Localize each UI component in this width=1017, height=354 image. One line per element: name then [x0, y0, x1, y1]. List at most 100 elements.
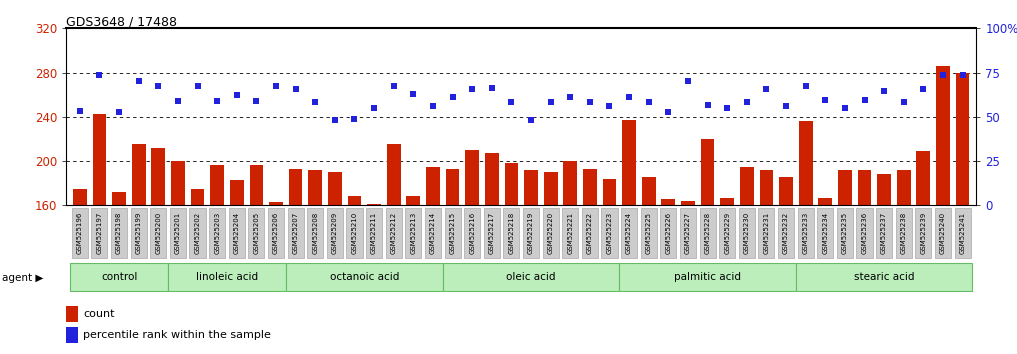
- FancyBboxPatch shape: [151, 207, 167, 258]
- Bar: [445, 169, 460, 205]
- Text: GSM525229: GSM525229: [724, 212, 730, 254]
- Bar: [386, 144, 401, 205]
- FancyBboxPatch shape: [229, 207, 245, 258]
- Point: [72, 108, 88, 114]
- FancyBboxPatch shape: [619, 263, 796, 291]
- Text: GSM525241: GSM525241: [960, 212, 965, 254]
- Text: GSM525226: GSM525226: [665, 212, 671, 254]
- Bar: [407, 196, 420, 205]
- Point: [366, 105, 382, 111]
- Point: [935, 72, 951, 78]
- Point: [151, 83, 167, 89]
- Bar: [897, 170, 910, 205]
- Bar: [190, 189, 204, 205]
- Point: [817, 97, 833, 103]
- Point: [954, 72, 970, 78]
- Bar: [132, 144, 145, 205]
- Bar: [622, 120, 636, 205]
- Text: GSM525223: GSM525223: [606, 212, 612, 254]
- Point: [641, 99, 657, 105]
- Bar: [936, 66, 950, 205]
- Bar: [249, 166, 263, 205]
- Point: [111, 110, 127, 115]
- Point: [92, 72, 108, 78]
- Bar: [720, 198, 734, 205]
- FancyBboxPatch shape: [248, 207, 264, 258]
- Bar: [857, 170, 872, 205]
- FancyBboxPatch shape: [700, 207, 716, 258]
- FancyBboxPatch shape: [759, 207, 775, 258]
- FancyBboxPatch shape: [601, 207, 617, 258]
- Bar: [348, 196, 361, 205]
- FancyBboxPatch shape: [70, 263, 168, 291]
- FancyBboxPatch shape: [660, 207, 676, 258]
- FancyBboxPatch shape: [288, 207, 304, 258]
- Bar: [779, 177, 793, 205]
- FancyBboxPatch shape: [876, 207, 892, 258]
- Point: [326, 117, 343, 123]
- FancyBboxPatch shape: [444, 207, 461, 258]
- Text: percentile rank within the sample: percentile rank within the sample: [83, 330, 272, 340]
- Point: [385, 83, 402, 89]
- Point: [229, 92, 245, 97]
- FancyBboxPatch shape: [170, 207, 186, 258]
- Text: GSM525238: GSM525238: [901, 212, 907, 254]
- Bar: [916, 151, 931, 205]
- Text: GSM525202: GSM525202: [194, 212, 200, 254]
- Bar: [819, 198, 832, 205]
- FancyBboxPatch shape: [955, 207, 970, 258]
- Bar: [838, 170, 852, 205]
- Text: oleic acid: oleic acid: [506, 272, 555, 282]
- Bar: [230, 180, 244, 205]
- Text: GSM525204: GSM525204: [234, 212, 240, 254]
- FancyBboxPatch shape: [837, 207, 853, 258]
- Text: octanoic acid: octanoic acid: [330, 272, 399, 282]
- FancyBboxPatch shape: [680, 207, 696, 258]
- Text: linoleic acid: linoleic acid: [196, 272, 258, 282]
- Point: [210, 98, 226, 104]
- FancyBboxPatch shape: [366, 207, 382, 258]
- Text: GSM525208: GSM525208: [312, 212, 318, 254]
- Text: GSM525233: GSM525233: [802, 212, 809, 254]
- FancyBboxPatch shape: [818, 207, 833, 258]
- Text: GSM525232: GSM525232: [783, 212, 789, 254]
- Text: GSM525200: GSM525200: [156, 212, 162, 254]
- Point: [562, 94, 579, 100]
- FancyBboxPatch shape: [503, 207, 520, 258]
- Bar: [563, 161, 577, 205]
- Text: GSM525211: GSM525211: [371, 212, 377, 254]
- Point: [189, 83, 205, 89]
- FancyBboxPatch shape: [168, 263, 286, 291]
- FancyBboxPatch shape: [621, 207, 637, 258]
- Point: [130, 79, 146, 84]
- Bar: [798, 121, 813, 205]
- Bar: [878, 175, 891, 205]
- Bar: [367, 204, 381, 205]
- FancyBboxPatch shape: [385, 207, 402, 258]
- Bar: [308, 170, 322, 205]
- Bar: [466, 150, 479, 205]
- Text: GSM525236: GSM525236: [861, 212, 868, 254]
- Text: GSM525215: GSM525215: [450, 212, 456, 254]
- FancyBboxPatch shape: [778, 207, 794, 258]
- Text: GSM525206: GSM525206: [273, 212, 279, 254]
- Text: GSM525239: GSM525239: [920, 212, 926, 254]
- Bar: [112, 192, 126, 205]
- FancyBboxPatch shape: [189, 207, 205, 258]
- FancyBboxPatch shape: [406, 207, 421, 258]
- Bar: [583, 169, 597, 205]
- Text: GSM525207: GSM525207: [293, 212, 299, 254]
- FancyBboxPatch shape: [796, 263, 972, 291]
- Bar: [211, 166, 224, 205]
- Bar: [289, 169, 302, 205]
- Bar: [485, 153, 498, 205]
- Bar: [73, 189, 86, 205]
- Text: GSM525197: GSM525197: [97, 212, 103, 254]
- Bar: [328, 172, 342, 205]
- Bar: [171, 161, 185, 205]
- FancyBboxPatch shape: [641, 207, 657, 258]
- FancyBboxPatch shape: [307, 207, 323, 258]
- Bar: [603, 179, 616, 205]
- Text: GSM525199: GSM525199: [135, 212, 141, 254]
- FancyBboxPatch shape: [425, 207, 441, 258]
